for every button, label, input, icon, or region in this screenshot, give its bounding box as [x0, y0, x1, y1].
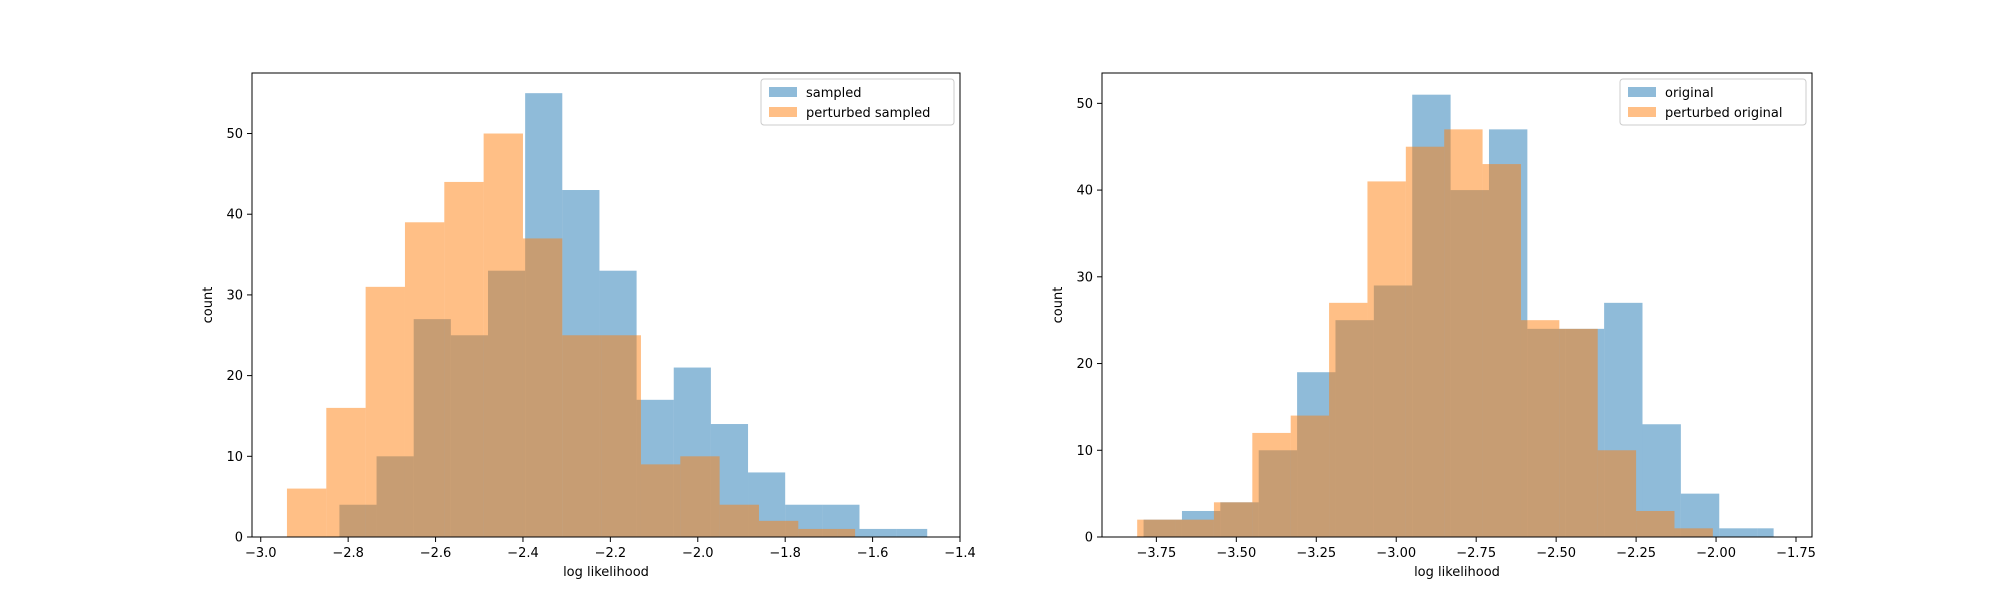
- x-tick-label: −1.6: [857, 546, 889, 561]
- histogram-bar: [1757, 528, 1774, 537]
- histogram-bar: [837, 528, 856, 537]
- x-tick-label: −1.4: [944, 546, 976, 561]
- legend-swatch: [769, 107, 797, 117]
- histogram-bar: [365, 286, 405, 537]
- axes-frame: [1101, 72, 1813, 538]
- x-tick-label: −2.6: [420, 546, 452, 561]
- x-tick-label: −2.50: [1536, 546, 1576, 561]
- histogram-bar: [444, 181, 484, 537]
- x-tick-label: −2.00: [1696, 546, 1736, 561]
- x-tick-label: −3.25: [1296, 546, 1336, 561]
- x-tick-label: −3.50: [1216, 546, 1256, 561]
- y-tick-label: 0: [235, 531, 243, 546]
- histogram-bar: [1597, 450, 1637, 537]
- histogram-bar: [1329, 302, 1368, 537]
- legend-swatch: [769, 87, 797, 97]
- histogram-bar: [1252, 432, 1291, 537]
- legend-label: perturbed sampled: [806, 106, 930, 121]
- histogram-bar: [1367, 181, 1406, 538]
- histogram-bar: [1559, 328, 1598, 537]
- x-tick-label: −1.8: [769, 546, 801, 561]
- legend: sampled perturbed sampled: [760, 78, 955, 126]
- y-tick-label: 30: [226, 288, 243, 303]
- chart-panel-1: −3.0 −2.8 −2.6 −2.4 −2.2 −2.0 −1.8 −1.6 −1.4 0 10 2…: [201, 72, 976, 580]
- y-tick-label: 0: [1085, 531, 1093, 546]
- axes-frame: [251, 72, 961, 538]
- legend-swatch: [1628, 87, 1656, 97]
- x-tick-label: −1.75: [1776, 546, 1816, 561]
- y-tick-label: 40: [226, 208, 243, 223]
- histogram-bar: [601, 335, 641, 537]
- histogram-bar: [1290, 415, 1330, 537]
- x-tick-label: −2.2: [595, 546, 627, 561]
- histogram-bar: [680, 456, 720, 537]
- histogram-bar: [1482, 164, 1521, 537]
- legend-box: [760, 78, 955, 126]
- histogram-bar: [562, 335, 602, 537]
- histogram-bar: [859, 528, 897, 537]
- x-tick-label: −3.75: [1136, 546, 1176, 561]
- histogram-bar: [1674, 528, 1713, 537]
- x-tick-label: −3.0: [245, 546, 277, 561]
- series-perturbed-sampled: [286, 133, 856, 538]
- histogram-bar: [1520, 320, 1560, 537]
- histogram-bar: [1444, 129, 1483, 537]
- y-tick-label: 20: [1076, 357, 1093, 372]
- y-tick-label: 20: [226, 369, 243, 384]
- y-tick-label: 10: [1076, 444, 1093, 459]
- chart-panel-2: −3.75 −3.50 −3.25 −3.00 −2.75 −2.50 −2.25 −2.00…: [1051, 72, 1816, 580]
- legend-label: sampled: [806, 86, 862, 101]
- histogram-bar: [1636, 510, 1675, 537]
- histogram-bar: [522, 238, 563, 537]
- x-tick-label: −3.00: [1376, 546, 1416, 561]
- y-tick-label: 50: [226, 127, 243, 142]
- histogram-bar: [483, 133, 523, 538]
- x-tick-label: −2.0: [682, 546, 714, 561]
- y-axis-label: count: [1051, 287, 1066, 324]
- y-axis-label: count: [201, 287, 216, 324]
- histogram-bar: [286, 488, 327, 537]
- histogram-bar: [1175, 519, 1214, 537]
- histogram-bar: [640, 464, 681, 537]
- series-perturbed-original: [1137, 129, 1713, 538]
- histogram-bar: [798, 528, 838, 537]
- histogram-bar: [404, 222, 445, 537]
- y-tick-label: 40: [1076, 184, 1093, 199]
- histogram-bar: [1137, 519, 1176, 537]
- legend-label: original: [1665, 86, 1714, 101]
- x-tick-label: −2.75: [1456, 546, 1496, 561]
- histogram-bar: [758, 520, 799, 537]
- histogram-bar: [326, 407, 366, 537]
- histogram-bar: [896, 528, 928, 537]
- x-tick-label: −2.25: [1616, 546, 1656, 561]
- histogram-bar: [1719, 528, 1758, 537]
- histogram-bar: [719, 504, 759, 537]
- x-axis-label: log likelihood: [563, 565, 649, 580]
- x-tick-label: −2.8: [332, 546, 364, 561]
- legend-label: perturbed original: [1665, 106, 1783, 121]
- y-tick-label: 30: [1076, 270, 1093, 285]
- legend-box: [1619, 78, 1807, 126]
- x-axis-label: log likelihood: [1414, 565, 1500, 580]
- y-tick-label: 50: [1076, 97, 1093, 112]
- legend-swatch: [1628, 107, 1656, 117]
- histogram-bar: [1213, 502, 1253, 537]
- y-tick-label: 10: [226, 450, 243, 465]
- x-tick-label: −2.4: [507, 546, 539, 561]
- histogram-bar: [1405, 146, 1445, 538]
- legend: original perturbed original: [1619, 78, 1807, 126]
